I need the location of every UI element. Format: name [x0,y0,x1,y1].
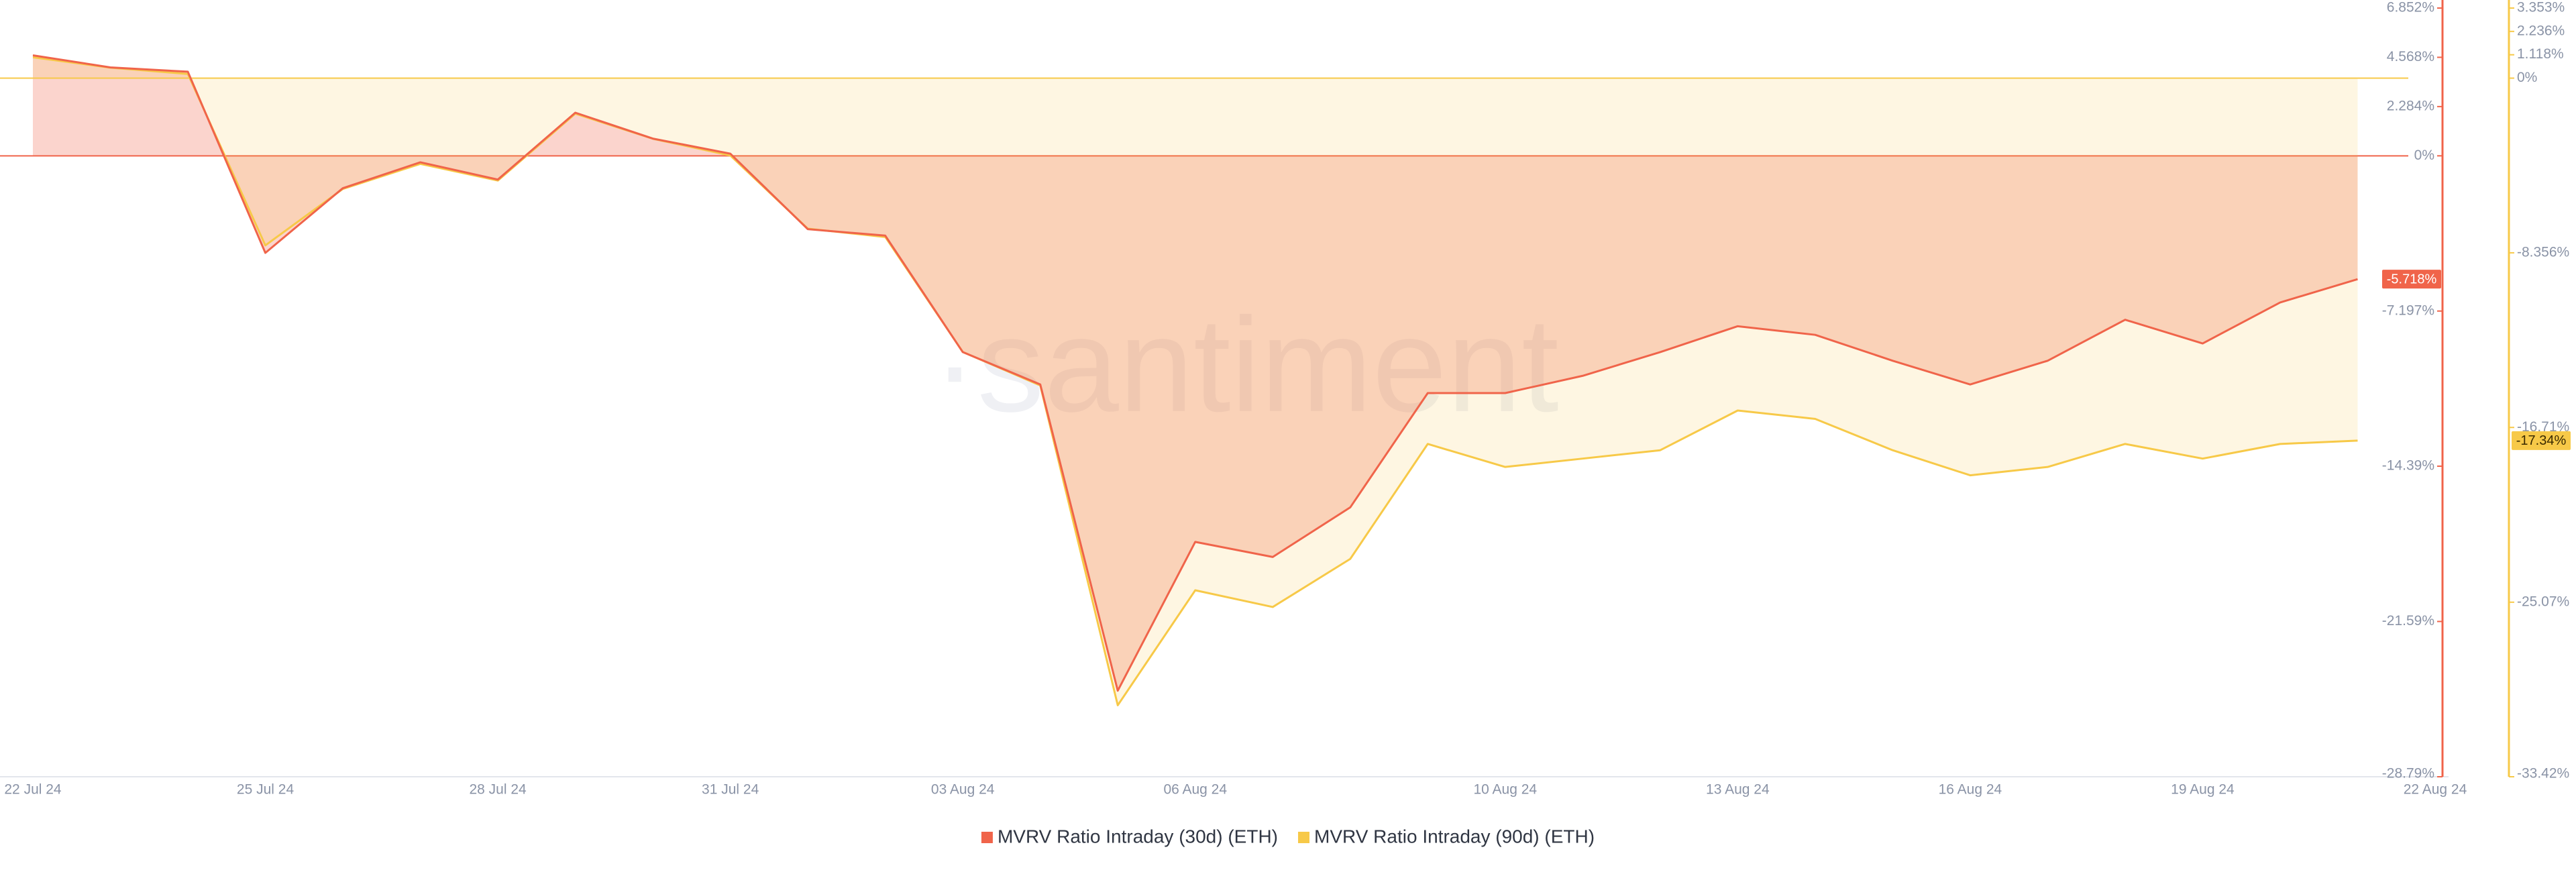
y2-tick-label: 3.353% [2517,0,2565,15]
x-tick-label: 31 Jul 24 [702,782,759,798]
x-tick-label: 06 Aug 24 [1163,782,1227,798]
series-line [32,56,2358,706]
x-tick-label: 16 Aug 24 [1939,782,2002,798]
legend-swatch [981,832,993,843]
x-tick-label: 19 Aug 24 [2171,782,2235,798]
y-tick-label: -21.59% [2382,613,2434,629]
x-tick-label: 10 Aug 24 [1474,782,1538,798]
y-tick-label: -14.39% [2382,458,2434,474]
legend: MVRV Ratio Intraday (30d) (ETH) MVRV Rati… [981,826,1595,847]
legend-swatch [1298,832,1309,843]
y2-tick-label: -25.07% [2517,594,2569,609]
y2-tick-label: -8.356% [2517,244,2569,260]
x-tick-label: 22 Jul 24 [4,782,62,798]
series-area [33,55,2358,691]
y-tick-label: 6.852% [2387,0,2434,15]
y-tick-label: -7.197% [2382,303,2434,318]
y-tick-label: 0% [2414,148,2434,163]
y2-tick-label: 2.236% [2517,23,2565,38]
y2-tick-label: -16.71% [2517,419,2569,435]
x-tick-label: 22 Aug 24 [2404,782,2467,798]
watermark: ·santiment [932,290,1559,440]
value-label: -5.718% [2387,272,2437,286]
series-line [32,54,2358,692]
x-tick-label: 28 Jul 24 [469,782,527,798]
x-tick-label: 13 Aug 24 [1706,782,1770,798]
y2-tick-label: 0% [2517,70,2537,85]
y-tick-label: -28.79% [2382,766,2434,781]
value-badge [2382,270,2441,289]
value-label: -17.34% [2516,433,2567,448]
series-area [33,57,2358,706]
x-tick-label: 03 Aug 24 [931,782,995,798]
legend-label: MVRV Ratio Intraday (30d) (ETH) [998,826,1278,847]
y2-tick-label: 1.118% [2517,46,2564,62]
x-tick-label: 25 Jul 24 [237,782,294,798]
series-area-group [33,55,2358,691]
value-badge [2512,431,2571,450]
series-area-group [33,57,2358,706]
legend-label: MVRV Ratio Intraday (90d) (ETH) [1314,826,1595,847]
y-tick-label: 2.284% [2387,98,2434,113]
y-tick-label: 4.568% [2387,49,2434,64]
y2-tick-label: -33.42% [2517,766,2569,781]
